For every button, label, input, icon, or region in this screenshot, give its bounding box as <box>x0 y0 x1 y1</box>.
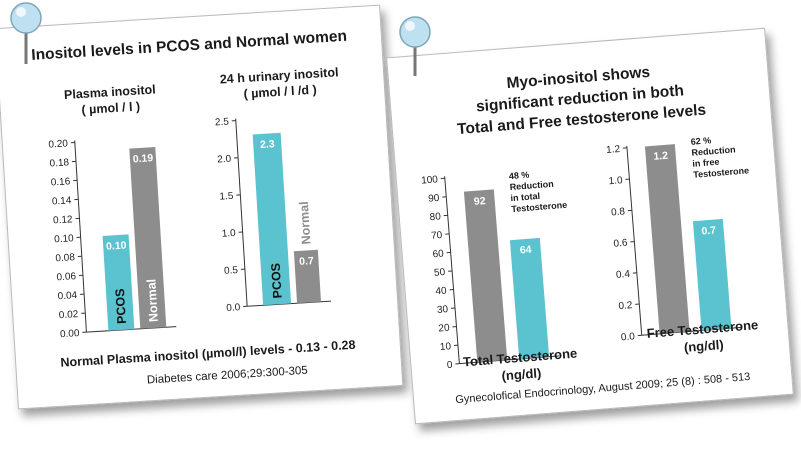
y-tick-label: 70 <box>431 230 443 242</box>
left-card: Inositol levels in PCOS and Normal women… <box>0 4 404 410</box>
bar <box>692 218 732 331</box>
y-tick-label: 0.18 <box>49 157 70 169</box>
chart3-note: 48 % Reduction in total Testosterone <box>508 167 567 215</box>
category-label: PCOS <box>269 263 285 299</box>
y-tick-label: 0.14 <box>52 195 73 207</box>
y-axis-line <box>235 118 248 307</box>
data-label: 92 <box>473 195 486 208</box>
push-pin-right-icon <box>399 16 431 76</box>
y-tick-label: 0.02 <box>59 309 80 321</box>
y-tick-label: 90 <box>428 193 440 205</box>
data-label: 2.3 <box>260 138 275 151</box>
y-tick-label: 80 <box>429 211 441 223</box>
bar <box>644 144 690 334</box>
total-testosterone-chart: 0 10 20 30 40 50 60 70 80 90 100 92 64 <box>421 174 560 371</box>
y-tick-label: 0.5 <box>224 265 239 277</box>
y-tick-label: 0.8 <box>611 206 626 218</box>
push-pin-left-icon <box>10 2 42 64</box>
right-card: Myo-inositol shows significant reduction… <box>386 27 794 425</box>
bar <box>293 249 322 304</box>
y-tick-label: 60 <box>432 248 444 260</box>
y-tick-label: 0.4 <box>616 269 631 281</box>
y-tick-label: 1.0 <box>221 228 236 240</box>
y-tick-label: 1.2 <box>606 144 621 156</box>
bar <box>509 237 550 359</box>
y-tick-label: 1.0 <box>608 175 623 187</box>
y-tick-label: 0.06 <box>56 271 77 283</box>
free-testosterone-chart: 0.0 0.2 0.4 0.6 0.8 1.0 1.2 1.2 0.7 <box>606 144 742 343</box>
chart4-note: 62 % Reduction in free Testosterone <box>690 132 749 180</box>
y-tick-label: 0.04 <box>57 290 78 302</box>
y-tick-label: 0.0 <box>621 331 636 343</box>
plasma-inositol-chart: 0.00 0.02 0.04 0.06 0.08 0.10 0.12 0.14 0.16 0.18… <box>48 138 177 340</box>
data-label: 64 <box>519 244 532 257</box>
y-axis-line <box>74 140 87 333</box>
y-tick-label: 10 <box>440 341 452 353</box>
y-tick-label: 0.0 <box>226 302 241 314</box>
y-tick-label: 0.6 <box>613 238 628 250</box>
data-label: 0.10 <box>106 240 127 253</box>
y-tick-label: 2.0 <box>217 154 232 166</box>
y-tick-label: 1.5 <box>219 191 234 203</box>
bar <box>129 147 167 329</box>
y-tick-label: 0.12 <box>53 214 74 226</box>
y-tick-label: 2.5 <box>215 117 230 129</box>
y-tick-label: 0 <box>447 360 454 371</box>
y-tick-label: 0.16 <box>50 176 71 188</box>
data-label: 1.2 <box>653 150 669 163</box>
category-label: PCOS <box>113 288 129 324</box>
data-label: 0.19 <box>132 152 153 165</box>
y-tick-label: 0.10 <box>54 233 75 245</box>
bar <box>102 234 135 331</box>
y-tick-label: 0.2 <box>618 300 633 312</box>
y-tick-label: 0.00 <box>60 328 81 340</box>
category-label: Normal <box>297 201 314 245</box>
category-label: Normal <box>144 279 161 323</box>
bar <box>463 189 508 363</box>
bar <box>252 132 292 306</box>
y-tick-label: 0.08 <box>55 252 76 264</box>
y-tick-label: 50 <box>434 267 446 279</box>
data-label: 0.7 <box>701 224 717 237</box>
y-tick-label: 20 <box>438 323 450 335</box>
y-tick-label: 0.20 <box>48 138 69 150</box>
urinary-inositol-chart: 0.0 0.5 1.0 1.5 2.0 2.5 2.3 PCOS 0.7 Normal <box>215 117 332 314</box>
y-tick-label: 40 <box>435 286 447 298</box>
left-card-charts: 0.00 0.02 0.04 0.06 0.08 0.10 0.12 0.14 0.16 0.18… <box>48 117 332 340</box>
y-axis-line <box>444 176 460 364</box>
y-tick-label: 100 <box>421 174 439 186</box>
y-tick-label: 30 <box>437 304 449 316</box>
data-label: 0.7 <box>299 255 314 268</box>
